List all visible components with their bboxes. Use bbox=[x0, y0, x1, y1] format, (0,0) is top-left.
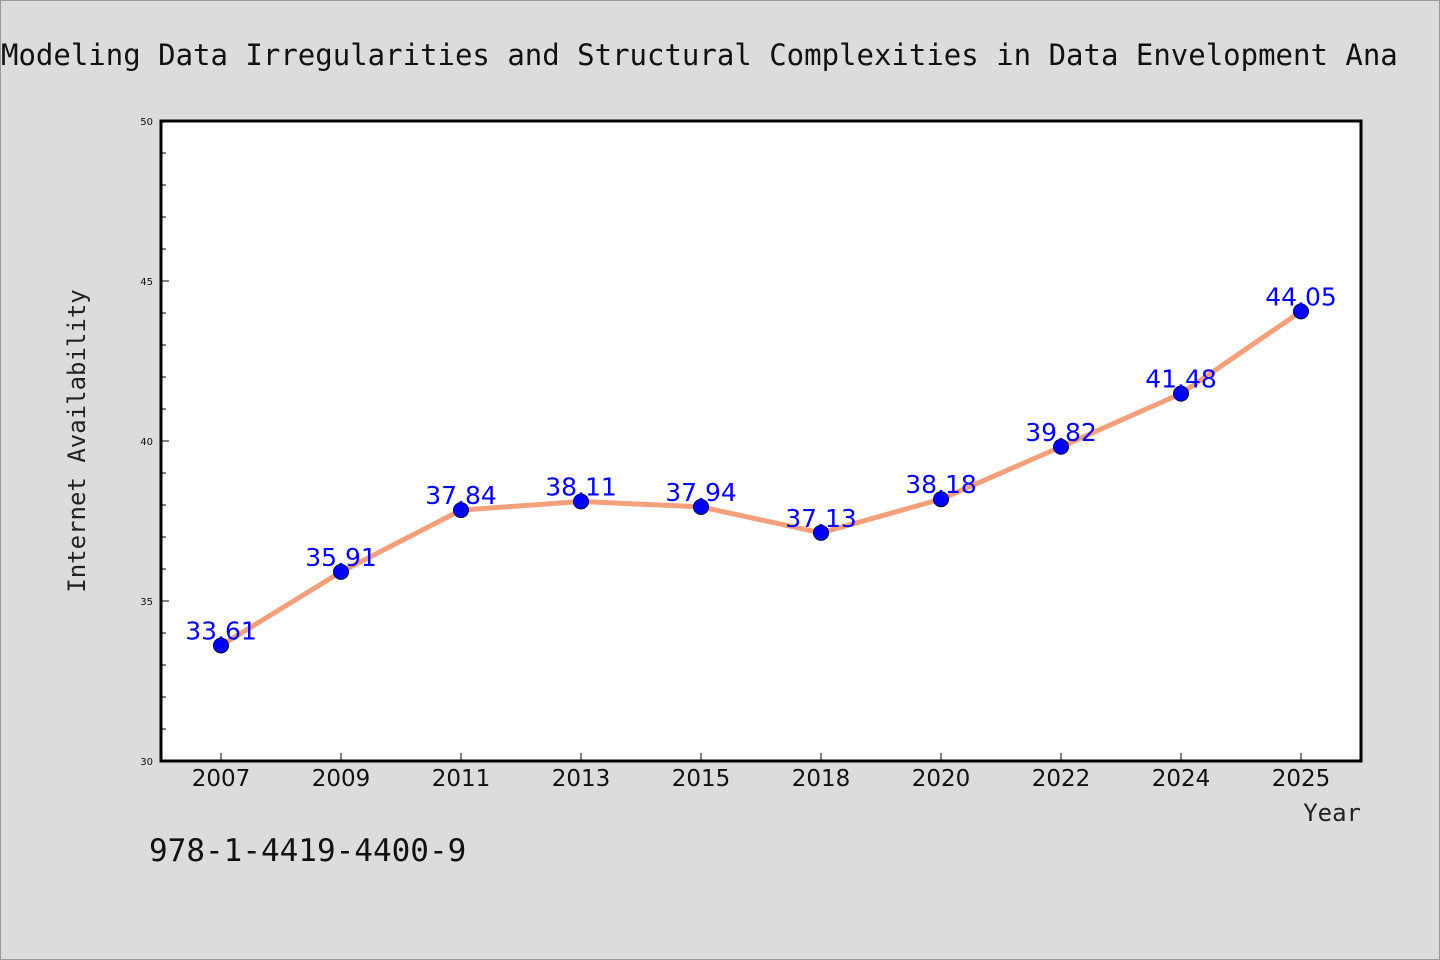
chart-title: Modeling Data Irregularities and Structu… bbox=[1, 38, 1398, 72]
data-label: 37.84 bbox=[425, 481, 497, 510]
series-line bbox=[218, 308, 1304, 648]
x-tick-label: 2011 bbox=[432, 766, 491, 792]
y-tick-label: 45 bbox=[140, 277, 153, 288]
data-point bbox=[1293, 303, 1309, 320]
y-tick-label: 50 bbox=[140, 117, 153, 128]
data-labels: 33.61 35.91 37.84 38.11 37.94 37.13 38.18 39.82… bbox=[185, 282, 1337, 645]
data-label: 39.82 bbox=[1025, 418, 1097, 447]
data-label: 35.91 bbox=[305, 543, 377, 572]
isbn-text: 978-1-4419-4400-9 bbox=[149, 833, 467, 869]
x-tick-label: 2009 bbox=[312, 766, 371, 792]
y-tick-label: 35 bbox=[140, 597, 153, 608]
x-tick-label: 2018 bbox=[792, 766, 851, 792]
data-point bbox=[213, 637, 229, 654]
data-point bbox=[1053, 438, 1069, 455]
x-tick-label: 2015 bbox=[672, 766, 731, 792]
x-tick-label: 2007 bbox=[192, 766, 251, 792]
y-tick-label: 40 bbox=[140, 437, 153, 448]
data-label: 41.48 bbox=[1145, 365, 1217, 394]
data-point bbox=[693, 498, 709, 515]
x-axis: 2007 2009 2011 2013 2015 2018 2020 2022 2024 2025 bbox=[192, 753, 1331, 792]
data-point bbox=[573, 493, 589, 510]
data-label: 33.61 bbox=[185, 616, 257, 645]
data-point bbox=[1173, 385, 1189, 402]
data-point bbox=[933, 491, 949, 508]
data-label: 44.05 bbox=[1265, 282, 1337, 311]
data-label: 37.94 bbox=[665, 478, 737, 507]
plot-frame bbox=[159, 119, 1363, 763]
x-axis-label: Year bbox=[1303, 799, 1361, 827]
data-label: 38.11 bbox=[545, 472, 617, 501]
data-point bbox=[813, 524, 829, 541]
data-label: 38.18 bbox=[905, 470, 977, 499]
data-label: 37.13 bbox=[785, 504, 857, 533]
data-point bbox=[333, 563, 349, 580]
y-axis-label: Internet Availability bbox=[63, 289, 91, 592]
data-points bbox=[213, 303, 1309, 654]
y-tick-label: 30 bbox=[140, 757, 153, 768]
x-tick-label: 2020 bbox=[912, 766, 971, 792]
x-tick-label: 2013 bbox=[552, 766, 611, 792]
data-point bbox=[453, 502, 469, 519]
x-tick-label: 2024 bbox=[1152, 766, 1211, 792]
x-tick-label: 2025 bbox=[1272, 766, 1331, 792]
x-tick-label: 2022 bbox=[1032, 766, 1091, 792]
plot-area bbox=[161, 121, 1361, 761]
